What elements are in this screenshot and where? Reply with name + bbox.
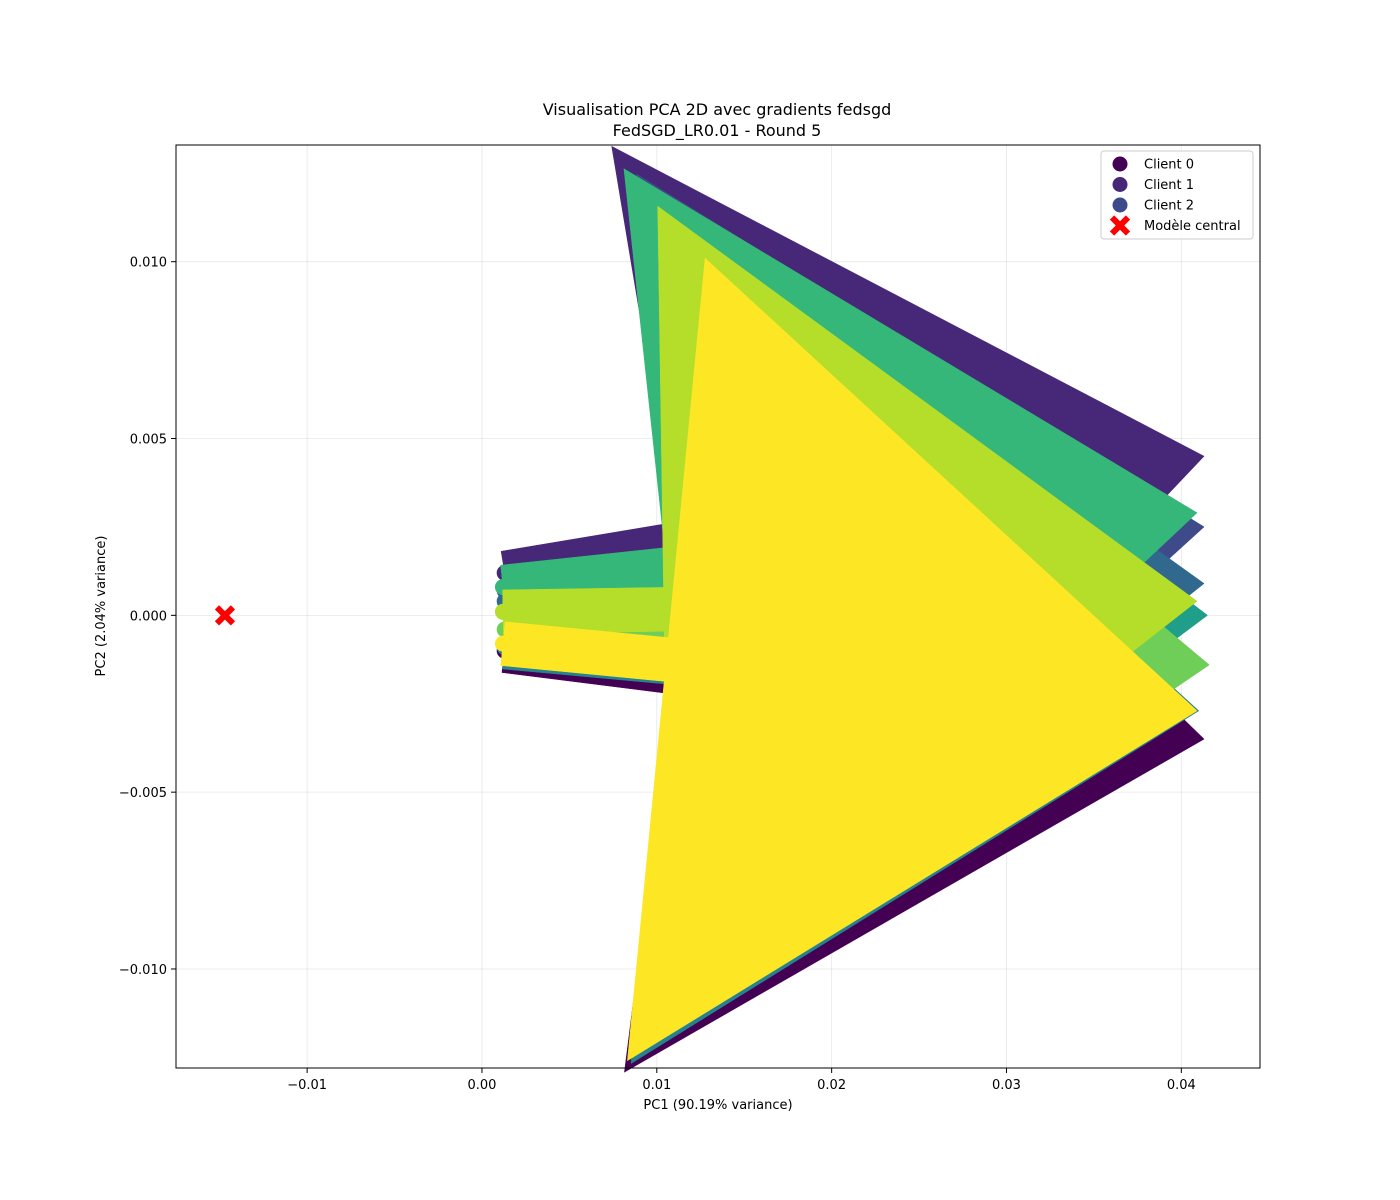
- x-axis-label: PC1 (90.19% variance): [643, 1098, 792, 1113]
- x-tick-label: −0.01: [287, 1078, 327, 1093]
- y-axis-label: PC2 (2.04% variance): [94, 536, 109, 677]
- y-tick-label: 0.000: [130, 609, 167, 624]
- x-tick-label: 0.01: [642, 1078, 671, 1093]
- legend-x-marker: [1109, 215, 1131, 236]
- y-tick-label: 0.005: [130, 433, 167, 448]
- y-tick-label: −0.005: [119, 786, 167, 801]
- legend-label: Client 2: [1144, 199, 1194, 214]
- y-tick-label: 0.010: [130, 256, 167, 271]
- plot-area: [214, 145, 1210, 1073]
- legend-marker: [1112, 197, 1128, 213]
- x-tick-label: 0.02: [817, 1078, 846, 1093]
- legend-marker: [1112, 156, 1128, 172]
- legend: Client 0 Client 1 Client 2 Modèle central: [1100, 150, 1254, 240]
- x-tick-label: 0.00: [467, 1078, 496, 1093]
- legend-label: Client 0: [1144, 158, 1194, 173]
- legend-box: [1100, 150, 1254, 240]
- y-tick-label: −0.010: [119, 963, 167, 978]
- legend-label: Client 1: [1144, 178, 1194, 193]
- chart-subtitle: FedSGD_LR0.01 - Round 5: [613, 121, 822, 141]
- x-tick-label: 0.04: [1167, 1078, 1196, 1093]
- ticks: −0.01 0.00 0.01 0.02 0.03 0.04 −0.010 −0.005 0.0…: [119, 256, 1196, 1093]
- chart-title: Visualisation PCA 2D avec gradients feds…: [543, 100, 892, 119]
- central-model-marker: [214, 605, 236, 626]
- gradient-arrow: [500, 257, 1198, 1062]
- legend-label: Modèle central: [1144, 219, 1241, 234]
- axes-frame: [175, 144, 1261, 1069]
- legend-marker: [1112, 177, 1128, 192]
- x-tick-label: 0.03: [992, 1078, 1021, 1093]
